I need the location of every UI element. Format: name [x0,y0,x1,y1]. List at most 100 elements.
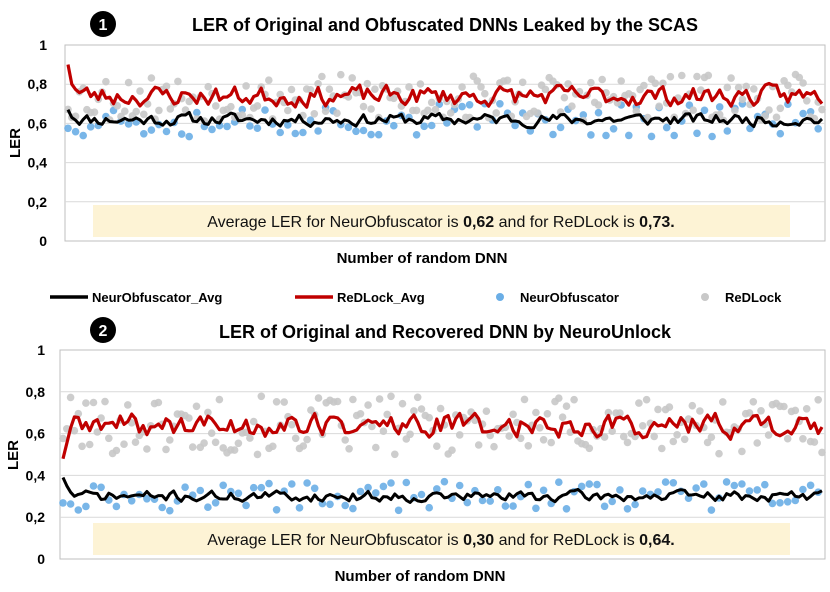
point-neurobfuscator [359,126,368,135]
point-neurobfuscator [299,128,307,137]
point-redlock [532,408,540,417]
point-redlock [764,431,773,439]
point-redlock [136,87,144,95]
point-redlock [558,413,567,422]
point-redlock [113,102,122,110]
point-redlock [269,442,277,451]
point-redlock [310,110,319,118]
point-neurobfuscator [427,121,436,130]
point-neurobfuscator [344,123,353,132]
point-redlock [265,76,273,84]
point-neurobfuscator [708,132,716,141]
point-redlock [227,102,235,111]
point-neurobfuscator [440,477,449,486]
point-neurobfuscator [147,126,156,134]
point-redlock [617,77,625,85]
point-neurobfuscator [211,499,220,507]
point-redlock [490,442,498,451]
point-redlock [59,434,67,443]
point-neurobfuscator [463,498,472,507]
point-redlock [750,85,758,93]
point-redlock [655,102,663,111]
point-redlock [715,449,723,458]
point-redlock [413,393,422,402]
point-neurobfuscator [349,504,357,513]
panel-recovered: 2 LER of Original and Recovered DNN by N… [5,317,826,585]
point-neurobfuscator [608,497,616,506]
point-redlock [765,106,773,114]
point-neurobfuscator [272,506,281,514]
point-redlock [731,106,739,115]
point-redlock [383,410,392,419]
point-neurobfuscator [524,480,533,489]
point-redlock [288,420,296,429]
point-neurobfuscator [158,503,166,512]
point-redlock [539,436,548,444]
point-redlock [458,83,466,91]
point-neurobfuscator [276,128,285,137]
point-redlock [541,85,550,94]
point-redlock [749,398,758,406]
point-neurobfuscator [253,124,262,132]
point-redlock [680,435,689,444]
point-redlock [810,438,819,446]
point-neurobfuscator [806,481,815,490]
badge-number-2: 2 [99,323,108,340]
point-neurobfuscator [223,122,231,131]
point-neurobfuscator [509,502,517,510]
point-neurobfuscator [473,123,482,131]
point-redlock [185,414,193,422]
y-tick-label: 1 [39,37,47,53]
point-neurobfuscator [234,489,243,498]
point-neurobfuscator [379,482,388,491]
point-redlock [818,105,826,114]
point-neurobfuscator [181,483,189,492]
point-neurobfuscator [352,127,360,136]
point-neurobfuscator [425,503,434,512]
point-redlock [703,438,712,447]
point-neurobfuscator [112,502,121,511]
point-redlock [416,80,425,88]
point-neurobfuscator [394,506,403,515]
point-redlock [140,110,148,119]
point-neurobfuscator [367,130,375,139]
legend-label-redlock-dot: ReDLock [725,290,782,305]
point-redlock [632,107,641,115]
point-redlock [253,450,262,459]
point-redlock [505,432,513,440]
chart-title-2: LER of Original and Recovered DNN by Neu… [219,322,672,342]
point-redlock [291,434,300,443]
point-neurobfuscator [89,482,98,490]
point-redlock [425,413,434,422]
point-redlock [564,80,572,88]
point-redlock [249,417,258,426]
point-redlock [364,401,372,409]
point-neurobfuscator [97,483,105,492]
point-redlock [665,403,674,411]
point-neurobfuscator [602,131,610,140]
point-redlock [299,442,308,450]
y-tick-label: 0 [37,551,45,567]
point-neurobfuscator [455,481,464,490]
point-neurobfuscator [291,129,300,138]
point-redlock [654,405,662,414]
point-redlock [234,439,243,448]
point-redlock [78,442,86,451]
point-redlock [82,399,90,407]
point-redlock [287,85,296,94]
point-neurobfuscator [412,131,421,139]
point-redlock [723,83,732,92]
point-neurobfuscator [257,483,266,492]
point-redlock [585,444,594,453]
point-redlock [640,81,648,90]
point-redlock [368,422,376,431]
point-neurobfuscator [768,499,777,508]
point-redlock [536,424,544,432]
point-neurobfuscator [562,505,571,513]
point-neurobfuscator [494,486,502,494]
point-redlock [89,398,98,407]
point-redlock [587,78,595,87]
point-neurobfuscator [303,479,311,487]
point-neurobfuscator [631,500,639,509]
point-neurobfuscator [314,127,322,135]
